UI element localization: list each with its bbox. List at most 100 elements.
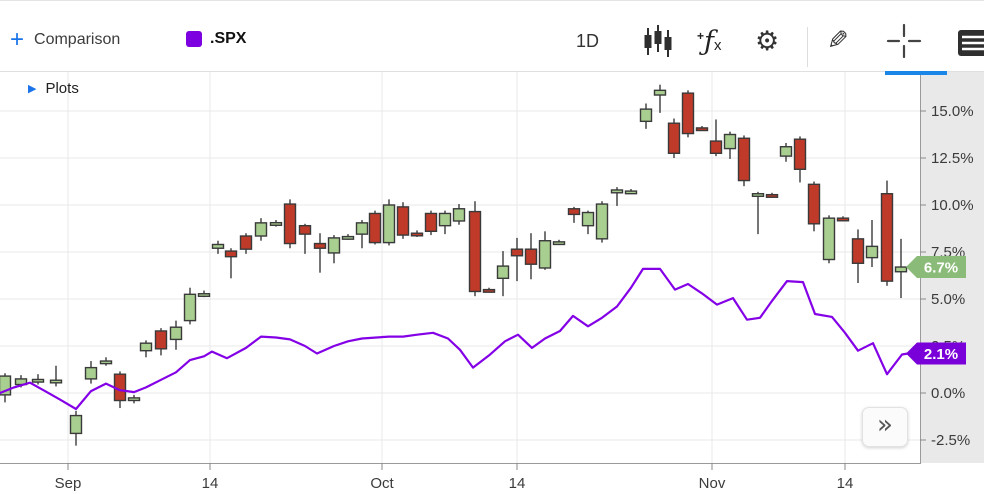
candle-body (737, 137, 751, 182)
candle-body (283, 203, 297, 245)
candle-body (765, 193, 779, 198)
candle-body (452, 208, 466, 222)
candle-body (865, 245, 879, 259)
candle-body (595, 203, 609, 240)
candle-body (183, 293, 197, 322)
candle-body (0, 375, 12, 396)
candle-body (69, 414, 83, 435)
candle-body (382, 204, 396, 244)
toolbar: + Comparison .SPX 1D +ƒx (0, 9, 984, 75)
candle-body (269, 221, 283, 226)
toolbar-divider (807, 27, 808, 67)
candle-body (851, 238, 865, 264)
candle-body (224, 250, 238, 258)
candle-body (396, 206, 410, 236)
candle-body (793, 138, 807, 170)
candle-body (538, 240, 552, 269)
candle-body (127, 397, 141, 402)
news-icon (958, 30, 984, 56)
y-axis-label: 5.0% (931, 291, 965, 308)
x-axis-label: 14 (837, 475, 854, 492)
candle-body (681, 92, 695, 135)
candle-body (99, 360, 113, 365)
candle-body (197, 293, 211, 298)
candle-body (424, 212, 438, 233)
candle-body (624, 190, 638, 195)
y-axis-label: 0.0% (931, 385, 965, 402)
candle-body (610, 189, 624, 194)
candle-body (807, 183, 821, 225)
timeframe-button[interactable]: 1D (576, 30, 600, 51)
candle-body (524, 248, 538, 265)
candle-body (552, 241, 566, 246)
comparison-label: Comparison (34, 31, 121, 48)
price-badge-label: 2.1% (924, 346, 958, 363)
candle-body (653, 89, 667, 96)
gear-icon: ⚙ (755, 25, 780, 57)
price-badge (906, 256, 966, 279)
crosshair-icon (886, 23, 922, 59)
crosshair-button[interactable] (885, 23, 923, 59)
candle-body (880, 193, 894, 282)
candle-body (438, 212, 452, 227)
candle-body (695, 127, 709, 132)
candle-body (779, 146, 793, 157)
candle-body (169, 326, 183, 341)
candle-body (327, 237, 341, 254)
candle-body (84, 366, 98, 380)
candle-body (822, 217, 836, 261)
candle-body (154, 330, 168, 350)
candle-body (31, 378, 45, 383)
chart-type-button[interactable] (643, 23, 673, 59)
candle-body (581, 211, 595, 227)
candle-body (355, 222, 369, 235)
add-comparison-button[interactable]: + Comparison (10, 9, 120, 71)
candle-body (751, 193, 765, 198)
candle-body (239, 235, 253, 250)
x-axis-label: 14 (202, 475, 219, 492)
chevron-double-right-icon: » (877, 410, 893, 440)
candle-body (723, 133, 737, 150)
candle-body (510, 248, 524, 257)
y-axis-label: 15.0% (931, 103, 974, 120)
fast-forward-button[interactable]: » (862, 407, 908, 447)
candle-body (49, 379, 63, 384)
candle-body (313, 242, 327, 249)
candlestick-icon (644, 25, 672, 57)
settings-button[interactable]: ⚙ (755, 23, 779, 59)
candle-body (496, 265, 510, 280)
candle-body (298, 224, 312, 235)
candle-body (368, 212, 382, 244)
candle-body (410, 232, 424, 237)
candle-body (567, 208, 581, 216)
draw-button[interactable]: ✎ (827, 23, 849, 59)
x-axis-label: Oct (370, 475, 394, 492)
candle-body (667, 122, 681, 155)
spx-color-swatch[interactable] (186, 31, 202, 47)
candle-body (709, 140, 723, 155)
y-axis-label: 12.5% (931, 150, 974, 167)
price-badge (906, 342, 966, 365)
price-badge-label: 6.7% (924, 260, 958, 277)
pencil-icon: ✎ (827, 26, 849, 56)
candle-body (468, 210, 482, 293)
candle-body (482, 288, 496, 293)
plots-label: Plots (45, 80, 79, 97)
candle-body (639, 108, 653, 123)
candle-body (894, 266, 908, 273)
x-axis-label: 14 (509, 475, 526, 492)
candle-body (341, 235, 355, 240)
y-axis-label: 10.0% (931, 197, 974, 214)
active-tool-indicator (885, 71, 947, 75)
x-axis-label: Sep (55, 475, 82, 492)
spx-comparison-line (0, 267, 910, 411)
candle-body (139, 342, 153, 352)
expand-arrow-icon: ▶ (28, 82, 37, 95)
indicators-button[interactable]: +ƒx (697, 23, 722, 59)
news-panel-button[interactable] (957, 27, 984, 59)
fx-icon: +ƒx (697, 25, 722, 57)
plots-toggle[interactable]: ▶ Plots (28, 80, 79, 97)
symbol-label[interactable]: .SPX (210, 30, 247, 47)
